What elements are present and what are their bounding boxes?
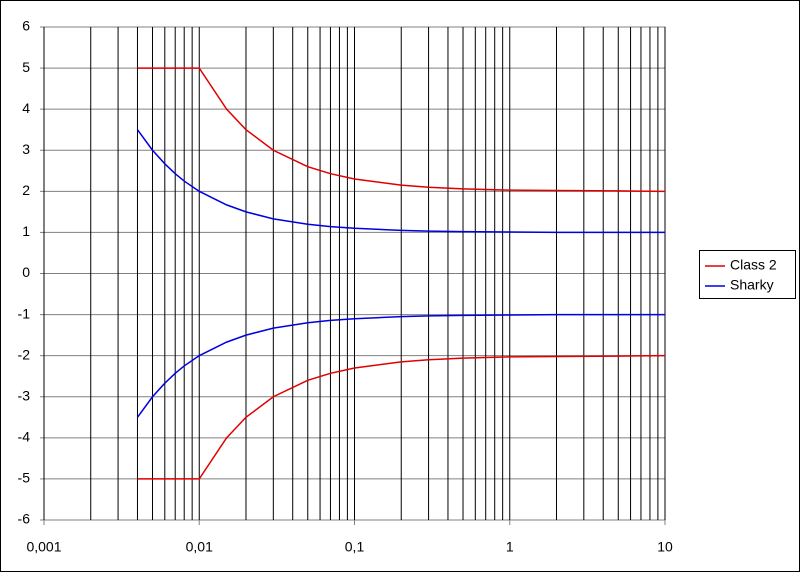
y-tick-label: 1 (22, 223, 30, 239)
line-series (136, 129, 665, 234)
y-tick-label: 0 (22, 264, 30, 280)
x-tick-label: 0,01 (186, 539, 213, 555)
y-tick-label: -5 (18, 470, 31, 486)
y-tick-label: -2 (18, 346, 31, 362)
y-tick-label: -3 (18, 387, 31, 403)
y-tick-label: 4 (22, 100, 30, 116)
line-series (137, 354, 666, 480)
y-tick-label: -1 (18, 305, 31, 321)
line-series (137, 67, 666, 193)
y-tick-label: 5 (22, 59, 30, 75)
legend-box (699, 250, 796, 299)
y-tick-label: -4 (18, 429, 31, 445)
y-tick-label: 3 (22, 141, 30, 157)
y-tick-label: 2 (22, 182, 30, 198)
line-series (136, 313, 665, 418)
legend-label: Sharky (730, 277, 774, 293)
x-tick-label: 1 (506, 539, 514, 555)
y-tick-label: -6 (18, 511, 31, 527)
x-tick-label: 10 (657, 539, 673, 555)
x-tick-label: 0,1 (345, 539, 365, 555)
x-tick-label: 0,001 (26, 539, 61, 555)
legend-label: Class 2 (730, 257, 777, 273)
y-tick-label: 6 (22, 18, 30, 34)
